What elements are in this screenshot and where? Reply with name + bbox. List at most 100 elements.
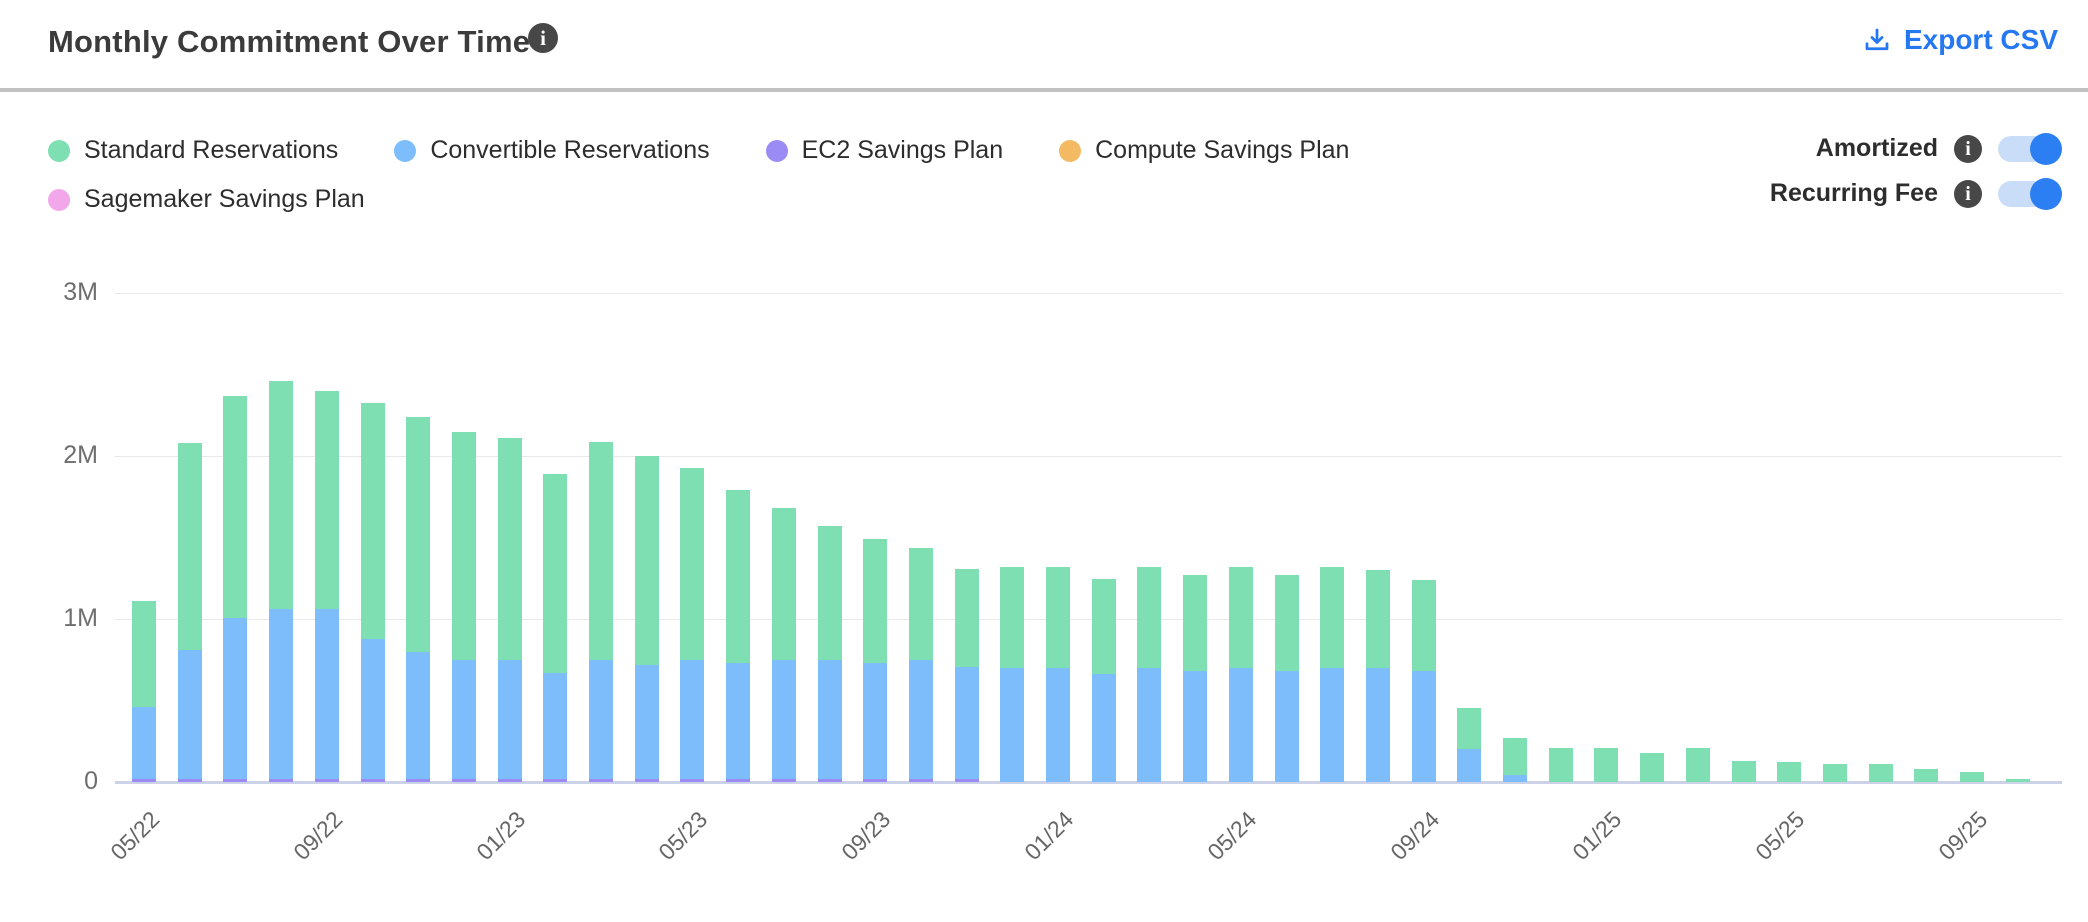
- bar-segment[interactable]: [1777, 762, 1801, 782]
- bar-segment[interactable]: [1092, 674, 1116, 782]
- bar-segment[interactable]: [543, 474, 567, 673]
- bar-segment[interactable]: [269, 381, 293, 609]
- bar-segment[interactable]: [909, 548, 933, 660]
- bar-segment[interactable]: [1594, 748, 1618, 782]
- legend-item[interactable]: EC2 Savings Plan: [765, 136, 1003, 165]
- bar-segment[interactable]: [406, 652, 430, 779]
- recurring-fee-toggle[interactable]: [1998, 177, 2062, 210]
- bar-segment[interactable]: [589, 660, 613, 779]
- bar-segment[interactable]: [315, 779, 339, 782]
- bar-segment[interactable]: [955, 667, 979, 779]
- legend-item[interactable]: Compute Savings Plan: [1059, 136, 1349, 165]
- bar-segment[interactable]: [543, 779, 567, 782]
- bar-segment[interactable]: [1320, 567, 1344, 668]
- bar-segment[interactable]: [1046, 668, 1070, 782]
- bar-segment[interactable]: [1183, 575, 1207, 671]
- bar-segment[interactable]: [1503, 775, 1527, 782]
- bar-segment[interactable]: [361, 403, 385, 639]
- legend-item[interactable]: Convertible Reservations: [394, 136, 710, 165]
- bar-segment[interactable]: [589, 442, 613, 660]
- bar-segment[interactable]: [1275, 575, 1299, 671]
- bar-segment[interactable]: [361, 779, 385, 782]
- bar-segment[interactable]: [680, 468, 704, 660]
- bar-segment[interactable]: [1457, 749, 1481, 782]
- bar-segment[interactable]: [543, 673, 567, 779]
- amortized-toggle[interactable]: [1998, 132, 2062, 165]
- bar-segment[interactable]: [269, 779, 293, 782]
- bar-segment[interactable]: [132, 779, 156, 782]
- bar-segment[interactable]: [726, 490, 750, 663]
- bar-segment[interactable]: [1914, 769, 1938, 782]
- bar-segment[interactable]: [1000, 668, 1024, 782]
- bar-segment[interactable]: [1549, 748, 1573, 782]
- bar-segment[interactable]: [1229, 567, 1253, 668]
- bar-segment[interactable]: [1823, 764, 1847, 782]
- bar-segment[interactable]: [818, 779, 842, 782]
- bar-segment[interactable]: [452, 779, 476, 782]
- bar-segment[interactable]: [1229, 668, 1253, 782]
- bar-segment[interactable]: [1960, 772, 1984, 782]
- bar-segment[interactable]: [1366, 668, 1390, 782]
- legend-item[interactable]: Sagemaker Savings Plan: [48, 185, 365, 214]
- bar-segment[interactable]: [818, 526, 842, 660]
- bar-segment[interactable]: [1457, 708, 1481, 749]
- bar-segment[interactable]: [772, 660, 796, 779]
- bar-segment[interactable]: [178, 779, 202, 782]
- bar-segment[interactable]: [1412, 671, 1436, 782]
- bar-segment[interactable]: [1869, 764, 1893, 782]
- bar-segment[interactable]: [863, 663, 887, 779]
- bar-segment[interactable]: [680, 779, 704, 782]
- bar-segment[interactable]: [132, 601, 156, 707]
- bar-segment[interactable]: [498, 779, 522, 782]
- bar-segment[interactable]: [1000, 567, 1024, 668]
- bar-segment[interactable]: [1320, 668, 1344, 782]
- bar-segment[interactable]: [1137, 668, 1161, 782]
- amortized-info-icon[interactable]: [1954, 134, 1982, 163]
- bar-segment[interactable]: [1640, 753, 1664, 782]
- bar-segment[interactable]: [452, 660, 476, 779]
- bar-segment[interactable]: [680, 660, 704, 779]
- bar-segment[interactable]: [909, 660, 933, 779]
- bar-segment[interactable]: [406, 417, 430, 652]
- bar-segment[interactable]: [315, 391, 339, 609]
- title-info-icon[interactable]: [528, 23, 558, 53]
- bar-segment[interactable]: [269, 609, 293, 779]
- bar-segment[interactable]: [178, 650, 202, 779]
- bar-segment[interactable]: [635, 779, 659, 782]
- bar-segment[interactable]: [589, 779, 613, 782]
- bar-segment[interactable]: [223, 779, 247, 782]
- bar-segment[interactable]: [1366, 570, 1390, 668]
- bar-segment[interactable]: [406, 779, 430, 782]
- recurring-fee-info-icon[interactable]: [1954, 179, 1982, 208]
- bar-segment[interactable]: [1412, 580, 1436, 671]
- bar-segment[interactable]: [2006, 779, 2030, 782]
- bar-segment[interactable]: [635, 665, 659, 779]
- bar-segment[interactable]: [1046, 567, 1070, 668]
- bar-segment[interactable]: [955, 569, 979, 667]
- bar-segment[interactable]: [178, 443, 202, 650]
- bar-segment[interactable]: [132, 707, 156, 779]
- legend-item[interactable]: Standard Reservations: [48, 136, 338, 165]
- bar-segment[interactable]: [909, 779, 933, 782]
- bar-segment[interactable]: [1092, 579, 1116, 674]
- bar-segment[interactable]: [955, 779, 979, 782]
- bar-segment[interactable]: [498, 438, 522, 660]
- bar-segment[interactable]: [1732, 761, 1756, 782]
- export-csv-button[interactable]: Export CSV: [1862, 24, 2058, 56]
- bar-segment[interactable]: [1137, 567, 1161, 668]
- bar-segment[interactable]: [726, 663, 750, 779]
- bar-segment[interactable]: [1686, 748, 1710, 782]
- bar-segment[interactable]: [635, 456, 659, 665]
- bar-segment[interactable]: [818, 660, 842, 779]
- bar-segment[interactable]: [498, 660, 522, 779]
- bar-segment[interactable]: [223, 618, 247, 779]
- bar-segment[interactable]: [1503, 738, 1527, 775]
- bar-segment[interactable]: [223, 396, 247, 618]
- bar-segment[interactable]: [1183, 671, 1207, 782]
- bar-segment[interactable]: [361, 639, 385, 779]
- bar-segment[interactable]: [772, 508, 796, 660]
- bar-segment[interactable]: [315, 609, 339, 779]
- bar-segment[interactable]: [452, 432, 476, 660]
- bar-segment[interactable]: [863, 539, 887, 663]
- bar-segment[interactable]: [1275, 671, 1299, 782]
